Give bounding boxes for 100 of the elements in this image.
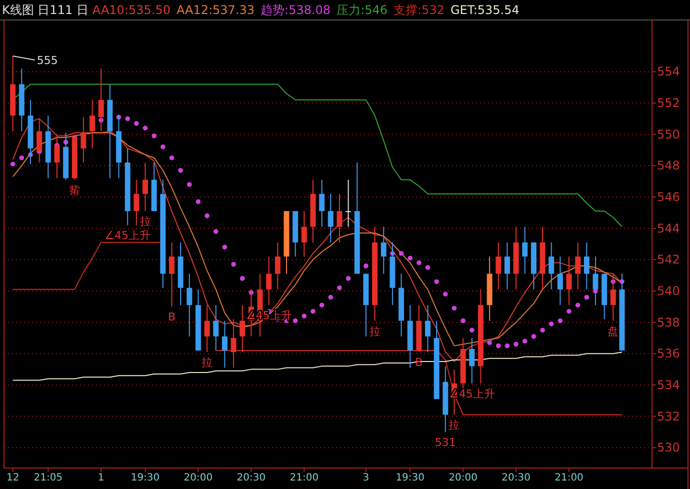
data-label: 拉: [448, 418, 460, 432]
point: [398, 251, 404, 256]
x-tick-label: 3: [362, 472, 370, 484]
x-tick-label: 19:30: [396, 472, 425, 484]
point: [548, 321, 554, 326]
data-label: B: [168, 310, 176, 324]
candlestick: [274, 242, 280, 290]
title: K线图 日111 日: [2, 3, 88, 17]
point: [213, 229, 218, 234]
candlestick: [328, 193, 334, 243]
y-tick-label: 548: [657, 158, 680, 173]
point: [470, 328, 474, 333]
point: [142, 126, 148, 130]
candlestick: [90, 99, 96, 149]
candlestick: [336, 193, 342, 243]
data-label: ∠45上升: [104, 229, 151, 242]
x-tick-label: 19:30: [130, 472, 160, 484]
candlestick: [169, 242, 174, 308]
y-tick-label: 546: [657, 190, 680, 204]
point: [302, 314, 307, 318]
y-tick-label: 530: [657, 440, 680, 455]
candlestick: [186, 273, 192, 337]
candlestick: [301, 210, 307, 258]
y-tick-label: 554: [657, 64, 680, 79]
candlestick: [142, 162, 148, 212]
point: [504, 343, 510, 348]
point: [240, 276, 245, 281]
candlestick: [230, 318, 236, 368]
candlestick: [134, 179, 140, 226]
point: [125, 116, 130, 122]
candlestick: [557, 256, 563, 306]
data-label: 555: [36, 54, 58, 68]
point: [416, 260, 422, 266]
y-tick-label: 538: [657, 315, 680, 330]
x-tick-label: 21:00: [290, 472, 319, 484]
point: [584, 294, 590, 300]
x-tick-label: 12: [6, 472, 20, 484]
candlestick: [380, 226, 386, 274]
y-tick-label: 540: [657, 284, 680, 298]
data-label: 拉: [369, 324, 380, 338]
x-tick-label: 20:00: [448, 472, 478, 484]
candlestick: [240, 304, 246, 353]
point: [364, 264, 368, 268]
point: [487, 340, 492, 346]
point: [460, 318, 466, 324]
x-tick-label: 20:30: [502, 472, 530, 484]
data-label: 盘: [608, 324, 619, 338]
y-tick-label: 532: [657, 409, 680, 424]
candlestick: [213, 304, 219, 352]
point: [178, 168, 183, 173]
point: [152, 134, 156, 138]
y-tick-label: 552: [657, 96, 680, 110]
point: [134, 120, 139, 126]
candlestick: [548, 242, 554, 290]
candlestick: [204, 304, 210, 353]
candlestick: [584, 242, 590, 290]
candlestick: [469, 337, 475, 384]
y-tick-label: 536: [657, 346, 680, 361]
point: [186, 182, 192, 187]
point: [10, 162, 16, 167]
point: [160, 144, 166, 150]
point: [319, 302, 324, 308]
point: [231, 262, 236, 267]
candlestick: [319, 179, 325, 228]
point: [310, 308, 316, 314]
candlestick: [496, 242, 502, 290]
y-tick-label: 534: [657, 378, 680, 392]
data-label: 觜: [69, 184, 80, 197]
candlestick: [504, 242, 510, 290]
point: [222, 244, 228, 250]
point: [346, 276, 351, 281]
candlestick: [80, 116, 86, 164]
point: [292, 318, 298, 324]
point: [434, 279, 439, 284]
point: [452, 306, 457, 311]
x-tick-label: 21:00: [554, 472, 584, 484]
data-label: 拉: [140, 215, 151, 228]
data-label: 拉: [202, 356, 213, 370]
point: [408, 256, 413, 260]
candlestick: [575, 242, 581, 290]
x-tick-label: 1: [98, 472, 104, 484]
candlestick: [566, 256, 572, 306]
point: [531, 334, 536, 339]
candlestick: [346, 179, 352, 228]
x-tick-label: 21:05: [34, 472, 63, 484]
point: [169, 155, 174, 160]
point: [540, 328, 545, 333]
point: [522, 338, 528, 344]
candlestick: [522, 226, 528, 274]
point: [425, 265, 430, 270]
data-label: 531: [434, 436, 456, 449]
candlestick: [222, 320, 228, 368]
x-tick-label: 20:30: [236, 472, 266, 484]
y-tick-label: 550: [657, 127, 680, 142]
point: [514, 342, 518, 347]
x-tick-label: 20:00: [184, 472, 213, 484]
point: [496, 343, 501, 348]
point: [19, 155, 24, 160]
legend: AA10:535.50 AA12:537.33 趋势:538.08 压力:546 支撑:532 GET:535.54: [92, 3, 520, 17]
y-tick-label: 544: [657, 221, 680, 236]
